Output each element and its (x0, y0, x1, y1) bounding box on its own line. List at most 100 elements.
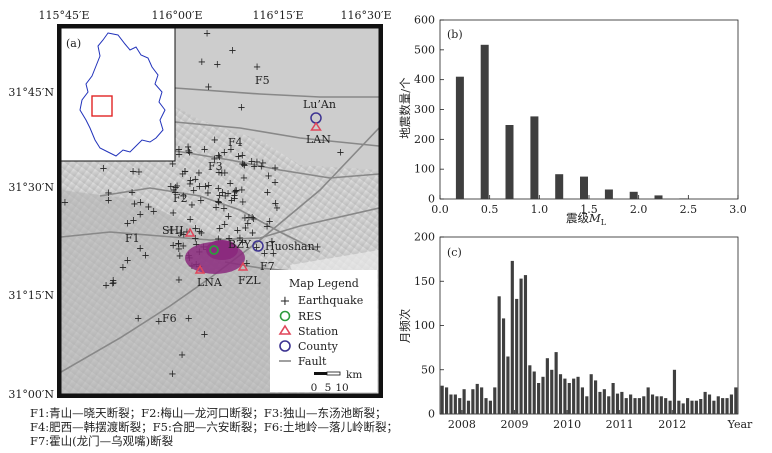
earthquake-marker: + (224, 188, 232, 199)
earthquake-marker: + (249, 214, 257, 225)
caption-line-1: F1:青山—晓天断裂；F2:梅山—龙河口断裂；F3:独山—东汤池断裂； (30, 406, 387, 420)
earthquake-marker: + (167, 182, 175, 193)
b-bar (654, 195, 663, 199)
c-bar (528, 365, 532, 414)
earthquake-marker: + (184, 146, 192, 157)
earthquake-marker: + (169, 159, 177, 170)
c-bar (462, 389, 466, 414)
b-bar (455, 76, 464, 199)
c-bar (497, 296, 501, 414)
b-bar (530, 116, 539, 199)
fault-label-f2: F2 (173, 192, 188, 205)
scale-tick: 5 (325, 382, 332, 394)
c-bar (563, 378, 567, 414)
c-y-tick-label: 200 (414, 231, 435, 244)
earthquake-marker: + (129, 216, 137, 227)
map-frame-inner (60, 27, 380, 395)
earthquake-marker: + (266, 217, 274, 228)
earthquake-marker: + (201, 181, 209, 192)
legend-label-fault: Fault (298, 355, 327, 368)
earthquake-marker: + (226, 178, 234, 189)
earthquake-marker: + (214, 150, 222, 161)
c-bar (707, 394, 712, 414)
panel-label-c: (c) (447, 246, 462, 259)
earthquake-marker: + (190, 185, 198, 196)
c-bar (642, 396, 646, 414)
earthquake-marker: + (129, 166, 137, 177)
c-bar (602, 389, 606, 414)
scale-tick: 0 (311, 382, 318, 394)
earthquake-marker: + (102, 281, 110, 292)
earthquake-cluster-core (206, 240, 238, 260)
earthquake-marker: + (215, 168, 223, 179)
c-bar (686, 398, 690, 414)
earthquake-marker: + (175, 150, 183, 161)
earthquake-marker: + (136, 244, 144, 255)
c-bar (699, 399, 703, 414)
map-panel: +++++++++++++++++++++ +++++++++++++++++++… (8, 9, 391, 401)
earthquake-marker: + (236, 233, 244, 244)
c-bar (607, 396, 611, 414)
c-bar (501, 318, 506, 414)
earthquake-marker: + (169, 208, 177, 219)
c-bar (493, 387, 497, 414)
earthquake-marker: + (150, 207, 158, 218)
earthquake-marker: + (141, 251, 149, 262)
c-bar (537, 383, 541, 414)
earthquake-marker: + (167, 225, 175, 236)
c-x-tick-label: 2011 (606, 418, 634, 431)
earthquake-marker: + (204, 82, 212, 93)
earthquake-marker: + (104, 188, 112, 199)
c-x-tick-label: 2008 (448, 418, 476, 431)
earthquake-marker: + (179, 169, 187, 180)
c-bar (620, 391, 624, 414)
earthquake-marker: + (200, 329, 208, 340)
earthquake-marker: + (252, 243, 260, 254)
c-bar (453, 394, 457, 414)
earthquake-marker: + (238, 238, 246, 249)
c-bar (589, 374, 593, 414)
earthquake-marker: + (271, 199, 279, 210)
place-label-luan: Lu’An (303, 98, 336, 111)
place-label-shj: SHJ (162, 224, 184, 237)
earthquake-marker: + (135, 167, 143, 178)
earthquake-marker: + (248, 228, 256, 239)
b-x-axis-label-sub: L (601, 218, 607, 227)
lon-tick-label: 116°00′E (151, 9, 202, 22)
earthquake-marker: + (191, 223, 199, 234)
earthquake-marker: + (178, 350, 186, 361)
earthquake-marker: + (210, 154, 218, 165)
earthquake-marker: + (216, 223, 224, 234)
station-marker-lan (310, 121, 322, 131)
earthquake-marker: + (204, 188, 212, 199)
c-bar (515, 298, 519, 414)
earthquake-marker: + (241, 223, 249, 234)
earthquake-marker: + (175, 275, 183, 286)
earthquake-marker: + (144, 202, 152, 213)
earthquake-marker: + (134, 313, 142, 324)
c-bar (576, 376, 580, 414)
scale-tick: 10 (335, 382, 348, 394)
c-bar (729, 394, 734, 414)
b-y-tick-label: 400 (414, 73, 435, 86)
c-bar (471, 389, 475, 414)
earthquake-marker: + (269, 249, 277, 260)
lat-tick-label: 31°00′N (8, 388, 54, 401)
earthquake-marker: + (232, 186, 240, 197)
earthquake-marker: + (176, 251, 184, 262)
c-axes: 0 50 100 150 200 2008 2009 2010 2011 2012 Year (414, 231, 753, 432)
study-area-box (91, 95, 113, 117)
c-plot-frame (439, 236, 739, 415)
c-bar (624, 398, 628, 414)
station-marker-lna (194, 264, 206, 274)
earthquake-marker: + (99, 164, 107, 175)
c-bar (523, 275, 528, 414)
c-bar (629, 394, 633, 414)
c-x-tick-label: 2012 (658, 418, 686, 431)
b-y-tick-label: 300 (414, 103, 435, 116)
c-bar (458, 398, 462, 414)
earthquake-marker: + (268, 237, 276, 248)
earthquake-marker: + (271, 163, 279, 174)
c-bar (572, 378, 576, 414)
station-marker-fzl (237, 261, 249, 271)
